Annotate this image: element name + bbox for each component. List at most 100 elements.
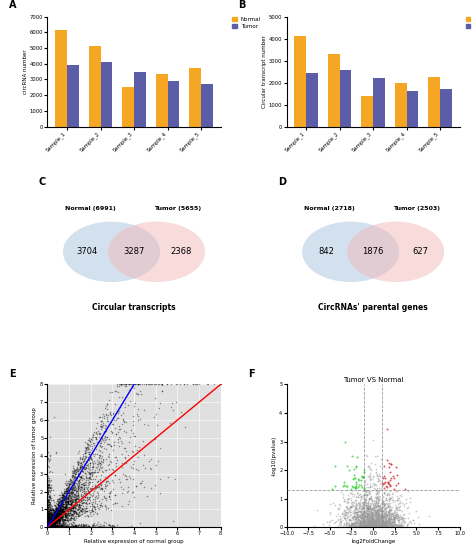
Point — [66, 511, 73, 520]
Point — [55, 502, 63, 511]
Point — [86, 442, 94, 451]
Point — [396, 522, 404, 531]
Point — [50, 521, 58, 529]
Point — [368, 516, 375, 524]
Point — [60, 493, 67, 502]
Point — [44, 521, 52, 529]
Point — [64, 488, 72, 497]
Point — [352, 492, 360, 501]
Point — [46, 509, 54, 518]
Point — [44, 501, 52, 510]
Point — [368, 493, 375, 502]
Point — [47, 513, 55, 522]
Point — [390, 513, 397, 522]
Point — [58, 505, 65, 514]
Point — [64, 498, 72, 507]
Point — [46, 523, 54, 532]
Point — [373, 509, 380, 518]
Point — [58, 502, 66, 511]
Point — [404, 503, 411, 512]
Point — [92, 432, 100, 441]
Point — [363, 521, 371, 530]
Point — [51, 508, 58, 517]
Point — [49, 521, 56, 529]
Point — [45, 522, 52, 531]
Point — [346, 507, 353, 516]
Point — [134, 405, 142, 413]
Point — [47, 521, 55, 529]
Point — [91, 505, 99, 514]
Point — [75, 522, 83, 531]
Point — [67, 511, 74, 520]
Point — [53, 511, 60, 520]
Point — [73, 512, 80, 521]
Point — [355, 516, 363, 525]
Point — [49, 516, 56, 525]
Point — [47, 506, 55, 515]
Point — [80, 478, 88, 487]
Point — [46, 513, 53, 522]
Point — [84, 512, 91, 521]
Point — [348, 500, 356, 509]
Point — [72, 496, 80, 505]
Point — [356, 519, 363, 528]
Point — [64, 505, 72, 514]
Point — [50, 516, 57, 524]
Point — [347, 517, 355, 526]
Point — [383, 490, 391, 499]
Point — [55, 507, 63, 516]
Point — [45, 518, 52, 527]
Point — [81, 462, 88, 471]
Point — [46, 484, 54, 493]
Point — [375, 496, 383, 504]
Point — [67, 500, 74, 508]
Point — [50, 512, 58, 521]
Point — [367, 513, 375, 522]
Point — [44, 519, 51, 528]
Point — [80, 457, 88, 466]
Point — [67, 496, 74, 504]
Point — [399, 513, 406, 522]
Point — [56, 506, 64, 514]
Point — [44, 514, 52, 523]
Point — [355, 523, 363, 532]
Point — [372, 506, 379, 514]
Point — [155, 403, 163, 412]
Point — [45, 517, 53, 526]
Point — [91, 522, 98, 531]
Point — [344, 508, 352, 517]
Point — [65, 511, 73, 520]
Point — [385, 500, 392, 508]
Point — [374, 523, 381, 532]
Point — [361, 522, 368, 531]
Point — [379, 478, 386, 487]
Point — [385, 508, 392, 517]
Point — [55, 509, 62, 518]
Point — [60, 507, 67, 516]
Point — [97, 441, 104, 450]
Bar — [134, 72, 146, 127]
Point — [77, 483, 84, 492]
Point — [127, 522, 135, 531]
Point — [77, 472, 85, 481]
Point — [346, 522, 354, 531]
Point — [378, 512, 385, 521]
Point — [79, 470, 86, 479]
Point — [55, 522, 63, 531]
Point — [66, 474, 73, 483]
Point — [58, 521, 66, 529]
Point — [78, 521, 85, 529]
Point — [370, 518, 377, 527]
Point — [366, 494, 374, 503]
Point — [75, 478, 83, 487]
Point — [385, 511, 392, 519]
Point — [52, 509, 59, 518]
Point — [353, 461, 360, 470]
Point — [54, 523, 61, 532]
Point — [46, 523, 53, 532]
Point — [55, 521, 62, 529]
Point — [48, 513, 56, 522]
Point — [392, 508, 400, 517]
Point — [46, 500, 54, 508]
Point — [55, 504, 63, 513]
